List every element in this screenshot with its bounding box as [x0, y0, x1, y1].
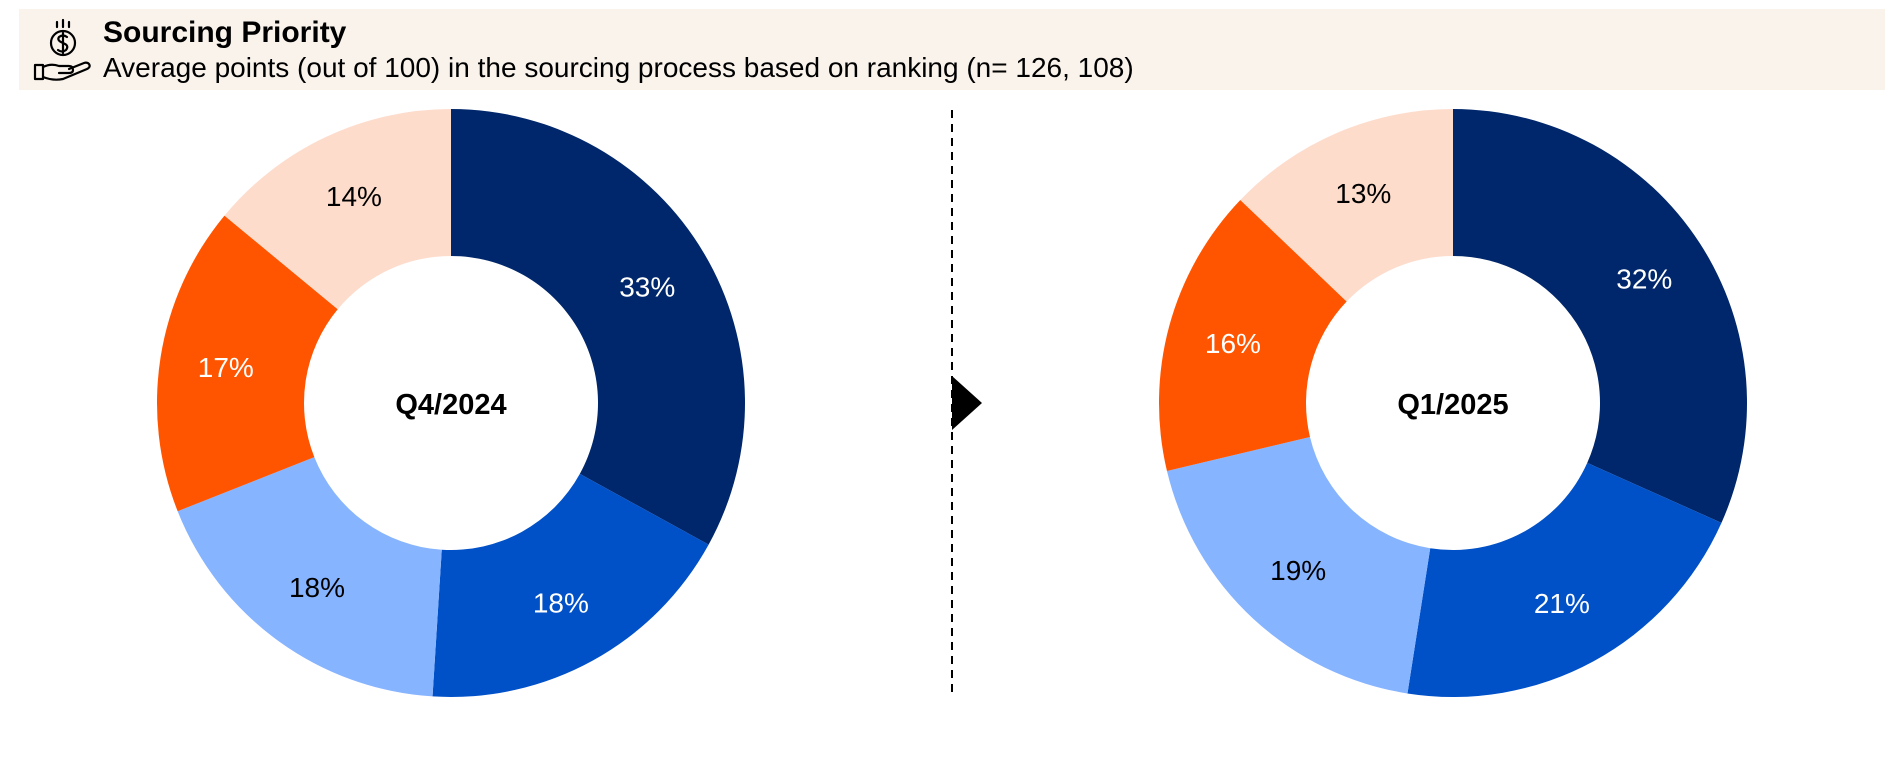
- donut-slice: [1407, 462, 1722, 697]
- slice-value-label: 19%: [1270, 555, 1326, 586]
- slice-value-label: 13%: [1335, 178, 1391, 209]
- donut-slice: [157, 215, 338, 512]
- slice-value-label: 21%: [1534, 588, 1590, 619]
- donut-slice: [432, 473, 709, 698]
- slice-value-label: 33%: [619, 271, 675, 302]
- donut-slice: [177, 457, 442, 697]
- donut-chart-q4-2024: 33% 18% 18% 17% 14% Q4/2024: [157, 109, 745, 698]
- donut-slice: [451, 109, 745, 545]
- donut-slice: [1453, 109, 1747, 523]
- donut-center-label: Q4/2024: [395, 389, 506, 421]
- slice-value-label: 16%: [1205, 328, 1261, 359]
- donut-center-label: Q1/2025: [1397, 389, 1508, 421]
- donut-slice: [1240, 109, 1453, 302]
- donut-chart-q1-2025: 32% 21% 19% 16% 13% Q1/2025: [1159, 109, 1747, 697]
- chart-header: Sourcing Priority Average points (out of…: [19, 9, 1885, 90]
- chart-title: Sourcing Priority: [103, 16, 347, 49]
- donut-slice: [1166, 436, 1431, 694]
- chart-subtitle: Average points (out of 100) in the sourc…: [103, 52, 1134, 83]
- slice-value-label: 32%: [1616, 263, 1672, 294]
- money-hand-icon: [33, 18, 91, 81]
- charts-svg: 33% 18% 18% 17% 14% Q4/2024 32% 21% 19% 16% 13% Q1…: [157, 109, 1747, 698]
- arrow-right-icon: [952, 376, 982, 430]
- slice-value-label: 18%: [533, 587, 589, 618]
- donut-slice: [224, 109, 451, 310]
- donut-slice: [1159, 200, 1347, 471]
- slice-value-label: 18%: [289, 572, 345, 603]
- slice-value-label: 17%: [198, 352, 254, 383]
- slice-value-label: 14%: [326, 181, 382, 212]
